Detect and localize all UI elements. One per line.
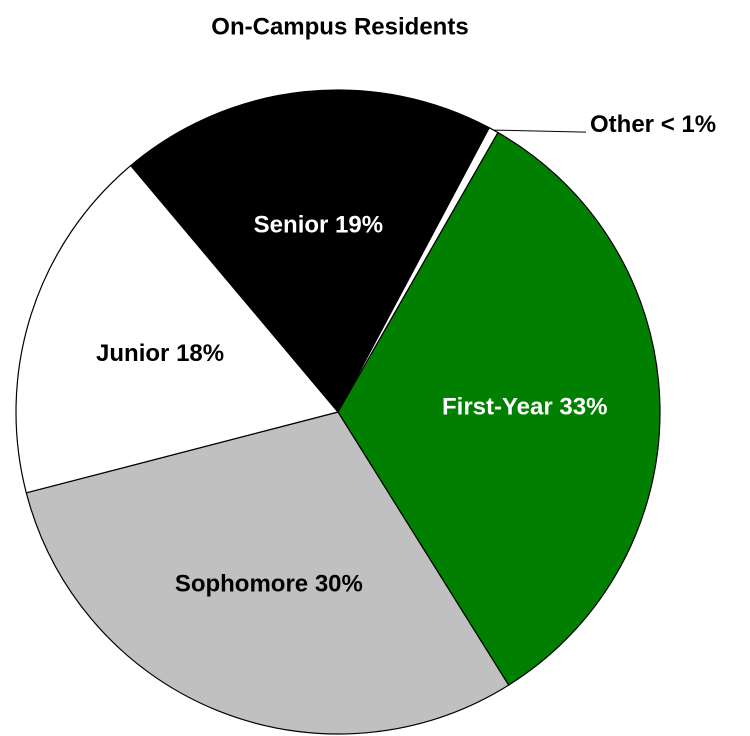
- slice-value: 18%: [176, 341, 224, 368]
- pie-slice: [129, 89, 490, 414]
- leader-line: [493, 129, 587, 133]
- slice-label: Senior 19%: [254, 212, 383, 239]
- pie-slice: [25, 411, 510, 735]
- chart-title: On-Campus Residents: [211, 13, 468, 40]
- slice-value: 19%: [335, 212, 383, 239]
- slice-category: Junior: [96, 341, 169, 368]
- slice-category: Sophomore: [175, 571, 308, 598]
- slice-category: Senior: [254, 212, 329, 239]
- slice-value: 30%: [315, 571, 363, 598]
- slice-value: 33%: [559, 394, 607, 421]
- pie-slice: [337, 131, 661, 686]
- slice-category: Other: [590, 111, 654, 138]
- slice-category: First-Year: [442, 394, 553, 421]
- slice-label: Sophomore 30%: [175, 571, 363, 598]
- slice-label: Junior 18%: [96, 341, 224, 368]
- pie-slice: [15, 164, 340, 494]
- slice-label: First-Year 33%: [442, 394, 607, 421]
- slice-value: < 1%: [661, 111, 716, 138]
- slice-label: Other < 1%: [590, 111, 716, 138]
